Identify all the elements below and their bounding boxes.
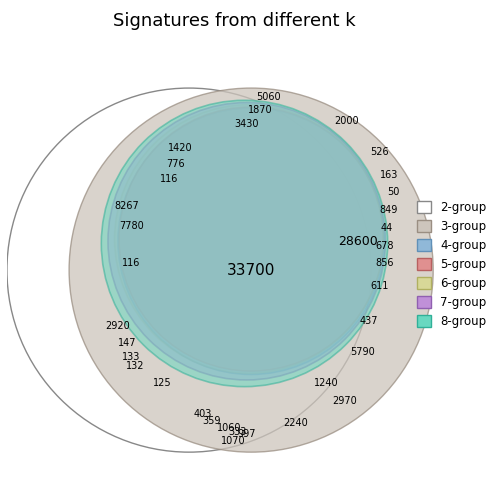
Text: 163: 163 xyxy=(380,170,398,179)
Text: 997: 997 xyxy=(237,429,256,439)
Text: 116: 116 xyxy=(160,174,178,184)
Circle shape xyxy=(69,88,433,452)
Text: 50: 50 xyxy=(387,187,399,198)
Text: 133: 133 xyxy=(122,352,141,362)
Circle shape xyxy=(101,100,388,387)
Text: 849: 849 xyxy=(380,205,398,215)
Text: 44: 44 xyxy=(381,223,393,233)
Text: 3430: 3430 xyxy=(234,118,259,129)
Text: 333: 333 xyxy=(229,427,247,437)
Text: 28600: 28600 xyxy=(338,235,377,248)
Text: 403: 403 xyxy=(193,409,212,419)
Text: 437: 437 xyxy=(359,316,378,326)
Text: 678: 678 xyxy=(375,241,394,250)
Text: 147: 147 xyxy=(117,338,136,348)
Text: 776: 776 xyxy=(166,159,185,168)
Text: 7780: 7780 xyxy=(119,221,144,231)
Text: 1060: 1060 xyxy=(217,423,241,433)
Circle shape xyxy=(114,105,383,373)
Text: 8267: 8267 xyxy=(114,201,139,211)
Text: 526: 526 xyxy=(370,148,389,157)
Text: 1420: 1420 xyxy=(168,143,193,153)
Text: 5790: 5790 xyxy=(350,347,374,357)
Circle shape xyxy=(118,108,385,374)
Text: 611: 611 xyxy=(371,281,389,291)
Text: 1070: 1070 xyxy=(221,436,245,446)
Text: 5060: 5060 xyxy=(257,92,281,102)
Title: Signatures from different k: Signatures from different k xyxy=(113,12,356,30)
Text: 2000: 2000 xyxy=(334,116,359,127)
Text: 132: 132 xyxy=(127,360,145,370)
Circle shape xyxy=(108,102,386,380)
Text: 116: 116 xyxy=(122,259,141,269)
Text: 1240: 1240 xyxy=(314,379,339,388)
Text: 2920: 2920 xyxy=(105,321,131,331)
Text: 2970: 2970 xyxy=(332,396,357,406)
Text: 2240: 2240 xyxy=(283,418,308,428)
Text: 33700: 33700 xyxy=(227,263,275,278)
Legend: 2-group, 3-group, 4-group, 5-group, 6-group, 7-group, 8-group: 2-group, 3-group, 4-group, 5-group, 6-gr… xyxy=(413,198,490,332)
Text: 125: 125 xyxy=(153,379,172,388)
Text: 359: 359 xyxy=(202,416,220,426)
Text: 1870: 1870 xyxy=(247,105,272,115)
Circle shape xyxy=(119,107,383,371)
Text: 856: 856 xyxy=(375,259,394,269)
